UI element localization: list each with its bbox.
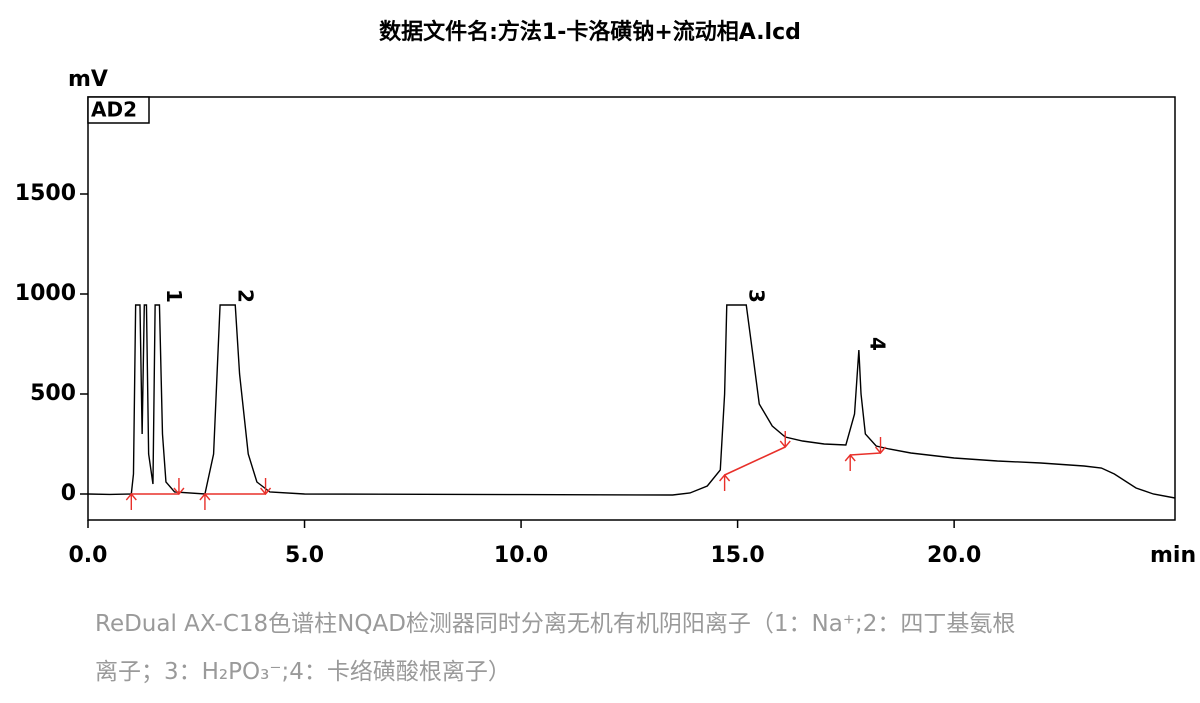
integration-marker	[874, 437, 887, 455]
y-tick-label: 1000	[15, 281, 76, 306]
integration-marker	[173, 478, 185, 496]
x-tick-label: 5.0	[285, 543, 324, 568]
x-axis-label: min	[1150, 543, 1196, 568]
x-tick-label: 20.0	[927, 543, 981, 568]
integration-marker	[260, 478, 272, 496]
chart-title: 数据文件名:方法1-卡洛磺钠+流动相A.lcd	[379, 19, 801, 45]
integration-marker	[199, 492, 211, 510]
chromatogram-trace	[87, 304, 1176, 499]
integration-baseline	[131, 446, 881, 495]
integration-marker	[719, 473, 731, 491]
caption: ReDual AX-C18色谱柱NQAD检测器同时分离无机有机阴阳离子（1：Na…	[95, 611, 1016, 637]
channel-box	[87, 96, 150, 124]
x-tick-label: 15.0	[710, 543, 764, 568]
integration-marker	[779, 431, 791, 449]
y-tick-label: 0	[61, 481, 76, 506]
chart: 数据文件名:方法1-卡洛磺钠+流动相A.lcd mV min AD2 0 500 1…	[15, 19, 1196, 568]
caption: 离子；3：H₂PO₃⁻;4：卡络磺酸根离子）	[95, 659, 511, 685]
peak-label: 4	[866, 337, 890, 351]
y-axis-label: mV	[68, 67, 108, 92]
integration-marker	[844, 453, 856, 471]
y-tick-label: 1500	[15, 181, 76, 206]
peak-label: 1	[162, 289, 186, 303]
y-tick-label: 500	[30, 381, 76, 406]
integration-marker	[125, 492, 137, 510]
x-tick-label: 10.0	[494, 543, 548, 568]
channel-label: AD2	[91, 98, 137, 122]
plot-frame	[87, 96, 1176, 521]
x-tick-label: 0.0	[69, 543, 108, 568]
peak-label: 2	[233, 289, 257, 303]
peak-label: 3	[744, 289, 768, 303]
